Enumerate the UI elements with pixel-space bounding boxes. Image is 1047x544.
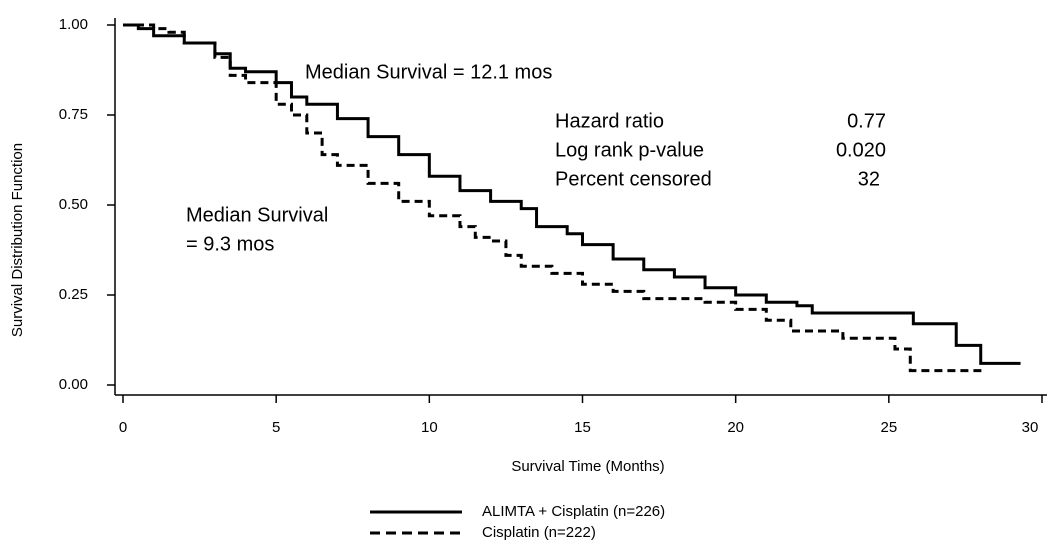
y-axis-title: Survival Distribution Function [9, 143, 26, 337]
x-axis-title: Survival Time (Months) [511, 458, 664, 475]
stat-label: Percent censored [555, 168, 712, 190]
y-tick-label: 1.00 [59, 16, 88, 33]
annotation: = 9.3 mos [186, 233, 274, 255]
stat-value: 32 [858, 168, 880, 190]
y-tick-label: 0.50 [59, 196, 88, 213]
legend-label: Cisplatin (n=222) [482, 524, 596, 541]
stat-value: 0.77 [847, 110, 886, 132]
stat-label: Hazard ratio [555, 110, 664, 132]
x-tick-label: 5 [272, 419, 280, 436]
stat-label: Log rank p-value [555, 139, 704, 161]
legend-label: ALIMTA + Cisplatin (n=226) [482, 503, 665, 520]
x-tick-label: 25 [880, 419, 897, 436]
survival-curve [123, 23, 984, 373]
y-tick-label: 0.75 [59, 106, 88, 123]
x-tick-label: 15 [574, 419, 591, 436]
x-tick-label: 0 [119, 419, 127, 436]
annotation: Median Survival = 12.1 mos [305, 61, 552, 83]
x-tick-label: 30 [1022, 419, 1039, 436]
survival-curve [123, 23, 1021, 365]
y-tick-label: 0.00 [59, 376, 88, 393]
stat-value: 0.020 [836, 139, 886, 161]
x-tick-label: 10 [421, 419, 438, 436]
y-tick-label: 0.25 [59, 286, 88, 303]
x-tick-label: 20 [727, 419, 744, 436]
annotation: Median Survival [186, 204, 328, 226]
